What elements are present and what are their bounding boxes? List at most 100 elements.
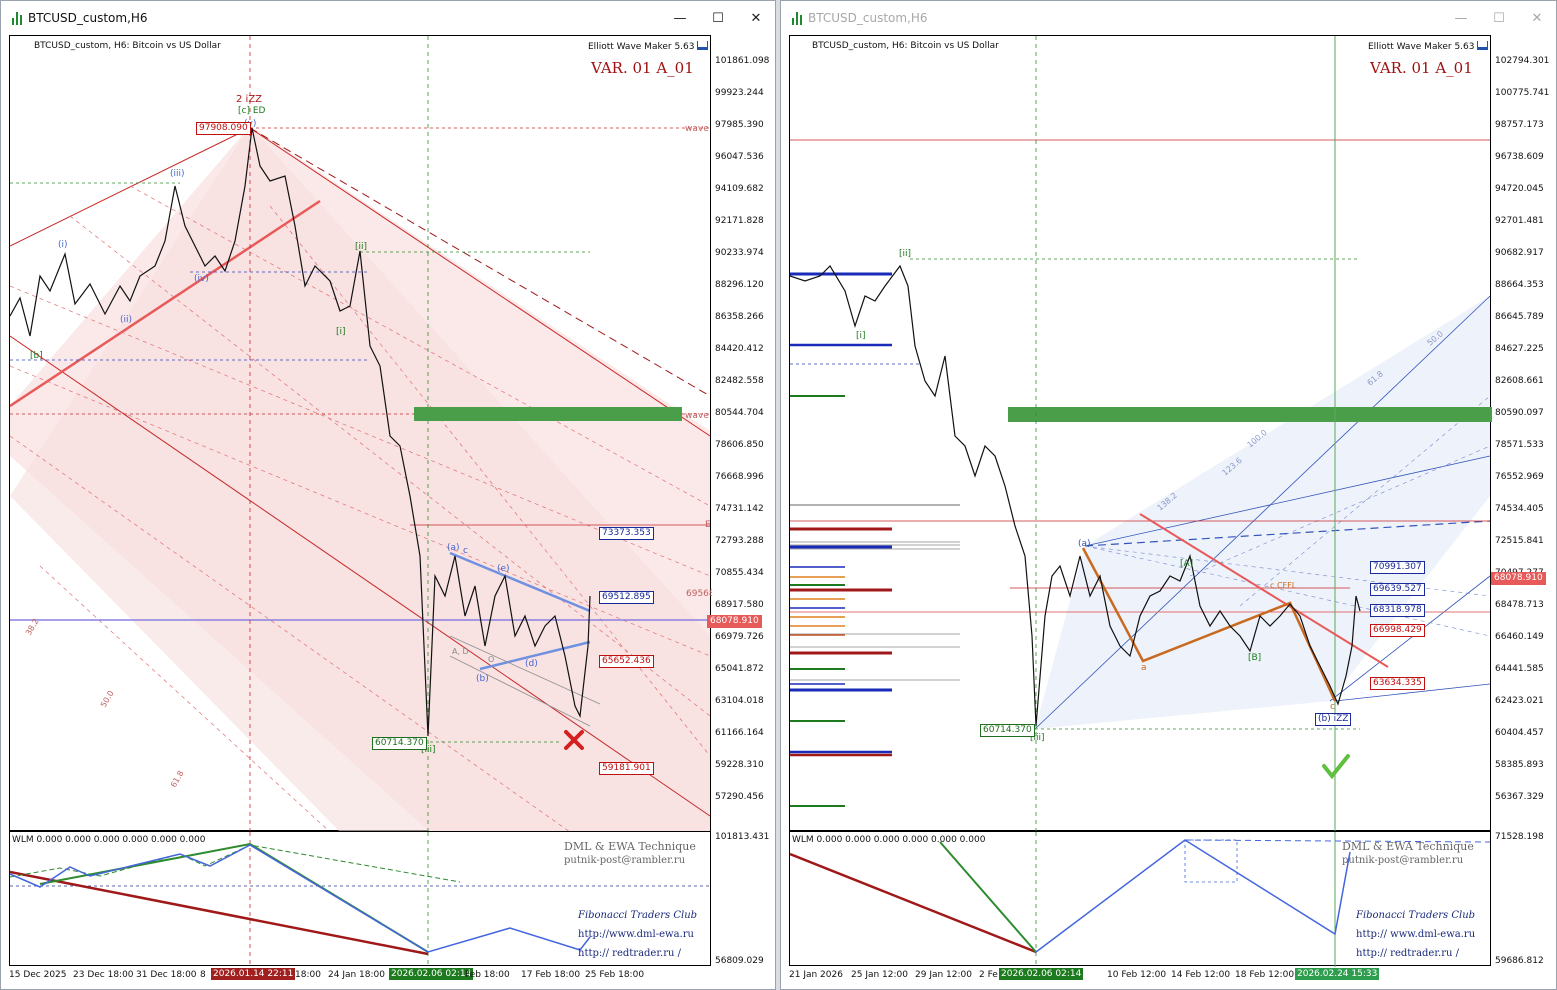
minimize-button[interactable]: — bbox=[673, 10, 687, 26]
price-scale-tick: 76552.969 bbox=[1495, 472, 1544, 482]
maximize-button[interactable]: ☐ bbox=[712, 10, 724, 26]
indicator-scale-top: 101813.431 bbox=[715, 832, 770, 842]
channel-line bbox=[1034, 295, 1491, 730]
price-box-target: 66998.429 bbox=[1370, 624, 1425, 637]
current-price-box: 68078.910 bbox=[707, 615, 762, 628]
price-scale-tick: 66460.149 bbox=[1495, 632, 1544, 642]
price-scale-tick: 80544.704 bbox=[715, 408, 764, 418]
wave-label-top: 2 iZZ bbox=[236, 94, 262, 105]
time-label: 25 Feb 18:00 bbox=[585, 970, 645, 980]
price-scale-tick: 98757.173 bbox=[1495, 120, 1544, 130]
close-button[interactable]: ✕ bbox=[750, 10, 762, 26]
confirmed-check-icon bbox=[1322, 754, 1350, 780]
time-axis[interactable]: 21 Jan 2026 25 Jan 12:00 29 Jan 12:00 2 … bbox=[789, 968, 1491, 982]
right-chart-window[interactable]: BTCUSD_custom,H6 — ☐ ✕ bbox=[780, 0, 1557, 990]
time-label: 24 Jan 18:00 bbox=[328, 970, 385, 980]
price-scale-tick: 100775.741 bbox=[1495, 88, 1550, 98]
price-chart[interactable]: 2 iZZ [c] ED wave wave (i) (iii) (ii) (i… bbox=[9, 35, 715, 833]
time-axis[interactable]: 15 Dec 2025 23 Dec 18:00 31 Dec 18:00 8 … bbox=[9, 968, 711, 982]
watermark-link[interactable]: http:// redtrader.ru / bbox=[1356, 948, 1459, 959]
maximize-button[interactable]: ☐ bbox=[1493, 10, 1505, 26]
channel-lower-line bbox=[9, 335, 711, 817]
price-scale-tick: 76668.996 bbox=[715, 472, 764, 482]
price-box-target: 69512.895 bbox=[599, 591, 654, 604]
wave-label-e: (e) bbox=[497, 564, 510, 574]
time-highlight: 2026.01.14 22:11 bbox=[211, 968, 296, 980]
chart-window-icon bbox=[792, 11, 802, 25]
trendline bbox=[9, 199, 321, 408]
channel-line bbox=[1329, 575, 1491, 702]
wlm-indicator[interactable]: WLM 0.000 0.000 0.000 0.000 0.000 0.000 … bbox=[9, 831, 711, 967]
left-chart-window[interactable]: BTCUSD_custom,H6 — ☐ ✕ bbox=[0, 0, 776, 990]
price-scale-tick: 59228.310 bbox=[715, 760, 764, 770]
wave-label-o: O bbox=[488, 655, 494, 664]
time-highlight: 2026.02.24 15:33 bbox=[1295, 968, 1380, 980]
graduation-cap-icon bbox=[1477, 41, 1489, 50]
wave-label-a-lower: a bbox=[1141, 663, 1147, 673]
watermark-link[interactable]: http:// www.dml-ewa.ru bbox=[1356, 929, 1476, 940]
price-scale-tick: 78571.533 bbox=[1495, 440, 1544, 450]
price-scale-tick: 56367.329 bbox=[1495, 792, 1544, 802]
time-label: 31 Dec 18:00 bbox=[136, 970, 197, 980]
time-highlight: 2026.02.06 02:14 bbox=[999, 968, 1084, 980]
price-scale-tick: 84420.412 bbox=[715, 344, 764, 354]
price-scale-tick: 84627.225 bbox=[1495, 344, 1544, 354]
price-scale-tick: 72793.288 bbox=[715, 536, 764, 546]
watermark-club: Fibonacci Traders Club bbox=[1356, 910, 1476, 921]
price-scale-tick: 94109.682 bbox=[715, 184, 764, 194]
watermark-technique: DML & EWA Technique bbox=[564, 840, 696, 853]
watermark-link[interactable]: http:// redtrader.ru / bbox=[578, 948, 681, 959]
wave-label-cffl: c CFFL bbox=[1270, 581, 1297, 590]
wlm-indicator[interactable]: WLM 0.000 0.000 0.000 0.000 0.000 0.000 … bbox=[789, 831, 1491, 967]
time-label: 2 Fe bbox=[979, 970, 998, 980]
price-scale-tick: 97985.390 bbox=[715, 120, 764, 130]
left-titlebar[interactable]: BTCUSD_custom,H6 — ☐ ✕ bbox=[1, 1, 775, 35]
side-value: 69568 bbox=[686, 589, 712, 599]
wave-word: wave bbox=[685, 411, 709, 421]
indicator-canvas bbox=[789, 832, 1491, 967]
price-scale-tick: 92171.828 bbox=[715, 216, 764, 226]
variant-label: VAR. 01 A_01 bbox=[591, 59, 694, 77]
time-label: 14 Feb 12:00 bbox=[1171, 970, 1231, 980]
wave-label-b: [b] bbox=[30, 351, 43, 361]
wave-label-c: c bbox=[1330, 702, 1335, 712]
current-price-box: 68078.910 bbox=[1491, 572, 1546, 585]
close-button[interactable]: ✕ bbox=[1531, 10, 1543, 26]
price-scale-tick: 58385.893 bbox=[1495, 760, 1544, 770]
price-candles bbox=[9, 127, 591, 737]
time-label: 25 Jan 12:00 bbox=[851, 970, 908, 980]
invalid-x-icon bbox=[564, 730, 584, 750]
triangle-helper bbox=[449, 635, 601, 727]
channel-line bbox=[249, 127, 711, 437]
watermark-link[interactable]: http://www.dml-ewa.ru bbox=[578, 929, 694, 940]
price-scale-tick: 64441.585 bbox=[1495, 664, 1544, 674]
time-label: 23 Dec 18:00 bbox=[73, 970, 134, 980]
wave-label-i: (i) bbox=[58, 240, 68, 250]
price-scale-tick: 60404.457 bbox=[1495, 728, 1544, 738]
price-box-target: 73373.353 bbox=[599, 527, 654, 540]
price-chart[interactable]: [ii] [i] [iii] (a) a [A] [B] c c CFFL 50… bbox=[789, 35, 1492, 832]
time-label: Feb 18:00 bbox=[465, 970, 510, 980]
price-scale-tick: 92701.481 bbox=[1495, 216, 1544, 226]
wave-label-A: [A] bbox=[1180, 559, 1193, 569]
price-scale-tick: 90233.974 bbox=[715, 248, 764, 258]
minimize-button[interactable]: — bbox=[1454, 10, 1468, 26]
wave-label-a: (a) bbox=[1078, 539, 1091, 549]
fib-lines bbox=[1084, 395, 1491, 637]
triangle-pattern bbox=[449, 551, 591, 671]
price-chart-canvas: 2 iZZ [c] ED wave wave (i) (iii) (ii) (i… bbox=[9, 36, 715, 833]
price-scale-tick: 72515.841 bbox=[1495, 536, 1544, 546]
channel-line bbox=[1084, 455, 1491, 547]
wave-label-ii-green: [ii] bbox=[355, 242, 367, 252]
price-box-target: 70991.307 bbox=[1370, 561, 1425, 574]
price-scale-tick: 88296.120 bbox=[715, 280, 764, 290]
price-scale-tick: 86358.266 bbox=[715, 312, 764, 322]
fib-label: 50.0 bbox=[99, 689, 116, 709]
price-scale-tick: 68478.713 bbox=[1495, 600, 1544, 610]
time-label: 18 Feb 12:00 bbox=[1235, 970, 1295, 980]
price-scale-tick: 94720.045 bbox=[1495, 184, 1544, 194]
price-scale-tick: 90682.917 bbox=[1495, 248, 1544, 258]
right-titlebar[interactable]: BTCUSD_custom,H6 — ☐ ✕ bbox=[781, 1, 1556, 35]
ewm-label: Elliott Wave Maker 5.63 bbox=[588, 41, 709, 52]
price-scale-tick: 57290.456 bbox=[715, 792, 764, 802]
